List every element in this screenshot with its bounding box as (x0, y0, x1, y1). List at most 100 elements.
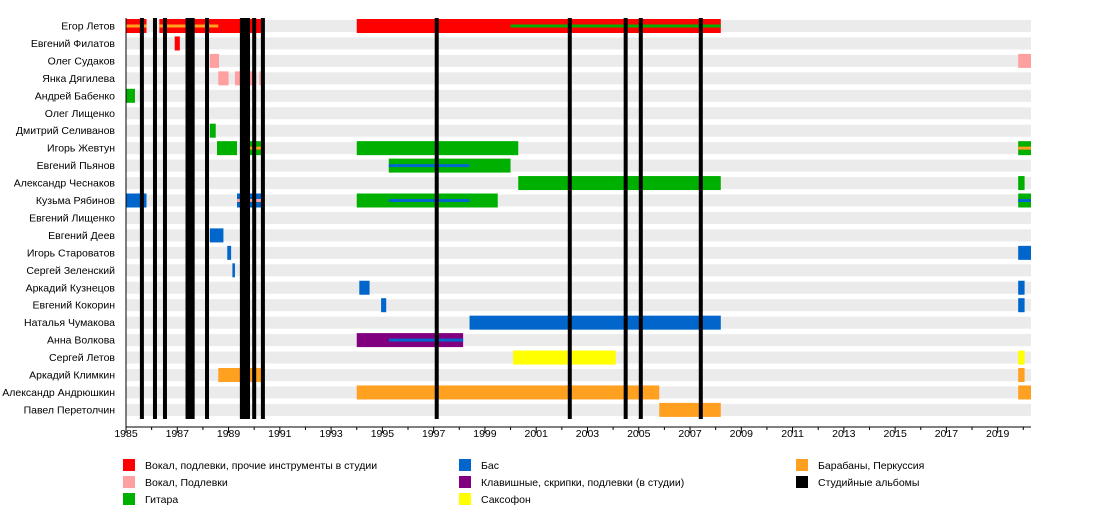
overlay-bass (1018, 199, 1031, 202)
bar-bass (232, 263, 235, 278)
x-tick-label: 2013 (832, 428, 856, 440)
legend-swatch-sax (459, 493, 471, 505)
overlay-drums (126, 24, 147, 28)
member-name: Евгений Кокорин (33, 300, 116, 312)
album-line (152, 18, 157, 419)
member-name: Олег Лищенко (45, 108, 115, 120)
bar-bass (227, 245, 232, 260)
album-line (638, 18, 643, 419)
row-background (126, 211, 1031, 224)
overlay-backvocal (237, 199, 265, 202)
member-name: Дмитрий Селиванов (16, 125, 115, 137)
album-line (162, 18, 167, 419)
legend-swatch-guitar (123, 493, 135, 505)
album-line (190, 18, 195, 419)
x-tick-label: 1987 (166, 428, 190, 440)
member-name: Егор Летов (61, 21, 115, 33)
x-tick-label: 2017 (935, 428, 959, 440)
x-tick-label: 2001 (525, 428, 549, 440)
member-name: Александр Андрюшкин (2, 387, 115, 399)
row-background (126, 89, 1031, 102)
legend-label: Саксофон (481, 494, 531, 506)
overlay-bass (388, 199, 470, 202)
row-background (126, 124, 1031, 137)
row-background (126, 107, 1031, 120)
row-background (126, 54, 1031, 67)
member-name: Евгений Пьянов (37, 160, 116, 172)
album-line (567, 18, 572, 419)
row-background (126, 194, 1031, 207)
bar-guitar (209, 123, 216, 138)
bar-backvocal (218, 71, 229, 86)
album-line (188, 18, 193, 419)
member-name: Евгений Лищенко (29, 212, 115, 224)
member-name: Олег Судаков (48, 55, 116, 67)
row-background (126, 37, 1031, 50)
bar-bass (209, 228, 224, 243)
bar-drums (1018, 368, 1025, 382)
row-background (126, 142, 1031, 155)
member-name: Янка Дягилева (42, 73, 115, 85)
member-name: Игорь Жевтун (47, 143, 115, 155)
overlay-bass (388, 164, 470, 168)
x-tick-label: 1995 (371, 428, 395, 440)
bar-guitar (217, 141, 238, 156)
member-name: Евгений Филатов (31, 38, 116, 50)
bar-backvocal (209, 53, 220, 68)
member-name: Игорь Староватов (27, 247, 116, 259)
bar-guitar (1018, 176, 1025, 191)
bar-sax (513, 350, 616, 365)
legend-swatch-bass (459, 459, 471, 471)
member-name: Павел Перетолчин (24, 404, 116, 416)
bar-bass (1018, 245, 1031, 260)
row-background (126, 334, 1031, 347)
x-tick-label: 2011 (781, 428, 804, 440)
x-tick-label: 2015 (883, 428, 907, 440)
x-tick-label: 1991 (268, 428, 292, 440)
member-name: Андрей Бабенко (35, 90, 115, 102)
x-tick-label: 2009 (730, 428, 754, 440)
member-name: Аркадий Кузнецов (26, 282, 116, 294)
legend-swatch-vocal (123, 459, 135, 471)
x-tick-label: 2007 (678, 428, 702, 440)
row-background (126, 72, 1031, 85)
row-background (126, 159, 1031, 172)
album-line (242, 18, 247, 419)
overlay-drums (1018, 146, 1031, 150)
row-background (126, 229, 1031, 242)
row-background (126, 281, 1031, 294)
legend-label: Вокал, подлевки, прочие инструменты в ст… (145, 460, 377, 472)
overlay-guitar (510, 24, 721, 28)
bar-bass (381, 298, 387, 313)
legend-swatch-album (796, 476, 808, 488)
row-background (126, 299, 1031, 312)
member-name: Аркадий Климкин (29, 370, 115, 382)
x-tick-label: 2005 (627, 428, 651, 440)
bar-drums (356, 385, 660, 400)
row-background (126, 369, 1031, 381)
legend-label: Вокал, Подлевки (145, 477, 228, 489)
member-name: Сергей Зеленский (26, 265, 115, 277)
bar-drums (659, 402, 721, 417)
row-background (126, 403, 1031, 416)
x-tick-label: 1985 (114, 428, 138, 440)
x-tick-label: 1993 (319, 428, 343, 440)
album-line (623, 18, 628, 419)
bar-backvocal (1018, 53, 1031, 68)
album-line (252, 18, 257, 419)
x-tick-label: 1989 (217, 428, 241, 440)
legend-label: Клавишные, скрипки, подлевки (в студии) (481, 477, 684, 489)
album-line (698, 18, 703, 419)
x-tick-label: 1999 (473, 428, 497, 440)
member-name: Александр Чеснаков (14, 178, 116, 190)
bar-guitar (126, 88, 135, 103)
member-name: Евгений Деев (48, 230, 115, 242)
bar-bass (359, 280, 370, 295)
x-tick-label: 2019 (986, 428, 1010, 440)
legend-label: Гитара (145, 494, 178, 506)
member-name: Сергей Летов (49, 352, 115, 364)
legend-swatch-backvocal (123, 476, 135, 488)
bar-bass (469, 315, 721, 330)
album-line (434, 18, 439, 419)
